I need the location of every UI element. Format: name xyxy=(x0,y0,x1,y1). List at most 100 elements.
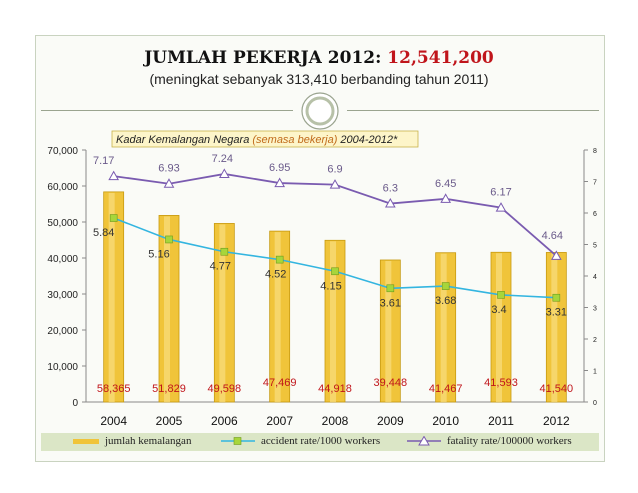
legend-item-accident: accident rate/1000 workers xyxy=(221,435,380,447)
accident-rate-label: 3.4 xyxy=(491,304,506,316)
right-tick-label: 8 xyxy=(593,148,597,155)
accident-rate-point xyxy=(331,267,339,276)
accident-rate-label: 5.84 xyxy=(93,227,114,239)
fatality-rate-label: 6.95 xyxy=(269,162,290,174)
right-tick-label: 3 xyxy=(593,306,597,313)
accident-rate-label: 4.52 xyxy=(265,269,286,281)
accident-rate-label: 3.68 xyxy=(435,295,456,307)
legend-label-fatality: fatality rate/100000 workers xyxy=(447,435,572,447)
x-tick-label: 2011 xyxy=(488,414,514,428)
bar-highlight xyxy=(164,216,170,402)
fatality-rate-label: 6.93 xyxy=(158,163,179,175)
fatality-rate-point xyxy=(218,168,230,178)
fatality-rate-label: 6.9 xyxy=(327,164,342,176)
divider-right xyxy=(347,110,599,111)
legend-item-bars: jumlah kemalangan xyxy=(73,435,191,447)
bar-highlight xyxy=(274,232,281,402)
legend-fatality-line-icon xyxy=(407,436,441,446)
accident-rate-label: 3.31 xyxy=(546,307,567,319)
fatality-rate-point xyxy=(274,177,286,188)
annotation-box xyxy=(111,130,419,148)
left-tick-label: 40,000 xyxy=(47,254,78,265)
accident-rate-point xyxy=(220,247,229,256)
accident-rate-point xyxy=(552,293,561,302)
right-tick-label: 5 xyxy=(593,243,597,250)
fatality-rate-label: 6.3 xyxy=(383,183,398,195)
x-tick-label: 2012 xyxy=(543,414,570,428)
bar-highlight xyxy=(108,192,115,402)
x-tick-label: 2004 xyxy=(100,414,127,428)
fatality-rate-point xyxy=(495,202,507,212)
accident-rate-point xyxy=(441,282,450,290)
accident-rate-label: 4.77 xyxy=(210,261,231,273)
x-tick-label: 2007 xyxy=(266,414,293,428)
accident-rate-point xyxy=(275,255,284,264)
fatality-rate-point xyxy=(440,193,452,203)
left-tick-label: 30,000 xyxy=(47,290,78,301)
right-tick-label: 2 xyxy=(593,337,597,344)
left-tick-label: 70,000 xyxy=(47,146,78,157)
fatality-rate-point xyxy=(550,250,562,260)
left-tick-label: 60,000 xyxy=(47,182,78,193)
legend-label-accident: accident rate/1000 workers xyxy=(261,435,381,447)
right-tick-label: 0 xyxy=(593,400,597,407)
legend-accident-line-icon xyxy=(221,437,255,445)
fatality-rate-label: 6.45 xyxy=(435,178,456,190)
right-tick-label: 1 xyxy=(593,369,597,376)
left-tick-label: 0 xyxy=(72,398,78,409)
accident-rate-label: 3.61 xyxy=(380,297,401,309)
bar-value-label: 51,829 xyxy=(152,383,186,395)
bar-value-label: 44,918 xyxy=(318,383,352,395)
bar-highlight xyxy=(551,253,558,402)
bar-highlight xyxy=(440,253,447,402)
fatality-rate-label: 6.17 xyxy=(490,187,511,199)
x-tick-label: 2008 xyxy=(322,414,349,428)
right-tick-label: 7 xyxy=(593,180,597,187)
title-prefix: JUMLAH PEKERJA 2012: xyxy=(144,48,382,68)
accident-rate-label: 4.15 xyxy=(320,280,341,292)
page-title: JUMLAH PEKERJA 2012: 12,541,200 xyxy=(0,48,638,68)
bar-value-label: 49,598 xyxy=(208,383,242,395)
x-tick-label: 2006 xyxy=(211,414,238,428)
fatality-rate-label: 7.24 xyxy=(212,153,233,165)
bar-highlight xyxy=(219,224,226,402)
x-tick-label: 2009 xyxy=(377,414,404,428)
fatality-rate-point xyxy=(108,170,120,181)
divider-left xyxy=(41,110,293,111)
bar-value-label: 41,540 xyxy=(540,383,574,395)
fatality-rate-point xyxy=(163,178,175,188)
accident-rate-point xyxy=(386,284,395,293)
right-tick-label: 4 xyxy=(593,274,597,281)
bar-highlight xyxy=(496,253,502,402)
legend-item-fatality: fatality rate/100000 workers xyxy=(407,435,572,447)
left-tick-label: 10,000 xyxy=(47,362,78,373)
accident-rate-point xyxy=(109,214,118,222)
fatality-rate-label: 4.64 xyxy=(542,230,563,242)
accident-rate-label: 5.16 xyxy=(148,248,169,260)
fatality-rate-label: 7.17 xyxy=(93,155,114,167)
x-tick-label: 2010 xyxy=(432,414,459,428)
legend-label-bars: jumlah kemalangan xyxy=(105,435,192,447)
annotation-text: Kadar Kemalangan Negara (semasa bekerja)… xyxy=(116,134,398,146)
accident-rate-point xyxy=(165,235,173,244)
chart-legend: jumlah kemalangan accident rate/1000 wor… xyxy=(41,433,599,451)
bar-value-label: 41,467 xyxy=(429,383,463,395)
bar-highlight xyxy=(385,260,392,402)
bar-value-label: 47,469 xyxy=(263,377,297,389)
legend-bar-swatch-icon xyxy=(73,439,99,444)
bar-value-label: 39,448 xyxy=(374,377,408,389)
title-value: 12,541,200 xyxy=(387,48,494,68)
left-tick-label: 50,000 xyxy=(47,218,78,229)
right-tick-label: 6 xyxy=(593,211,597,218)
left-tick-label: 20,000 xyxy=(47,326,78,337)
fatality-rate-point xyxy=(384,198,396,208)
page-subtitle: (meningkat sebanyak 313,410 berbanding t… xyxy=(149,71,489,87)
accident-rate-point xyxy=(497,291,505,299)
bar-value-label: 58,365 xyxy=(97,383,131,395)
circle-ornament-icon xyxy=(301,92,339,130)
x-tick-label: 2005 xyxy=(156,414,183,428)
bar-value-label: 41,593 xyxy=(484,377,518,389)
fatality-rate-point xyxy=(329,179,341,189)
bar-highlight xyxy=(330,241,336,402)
